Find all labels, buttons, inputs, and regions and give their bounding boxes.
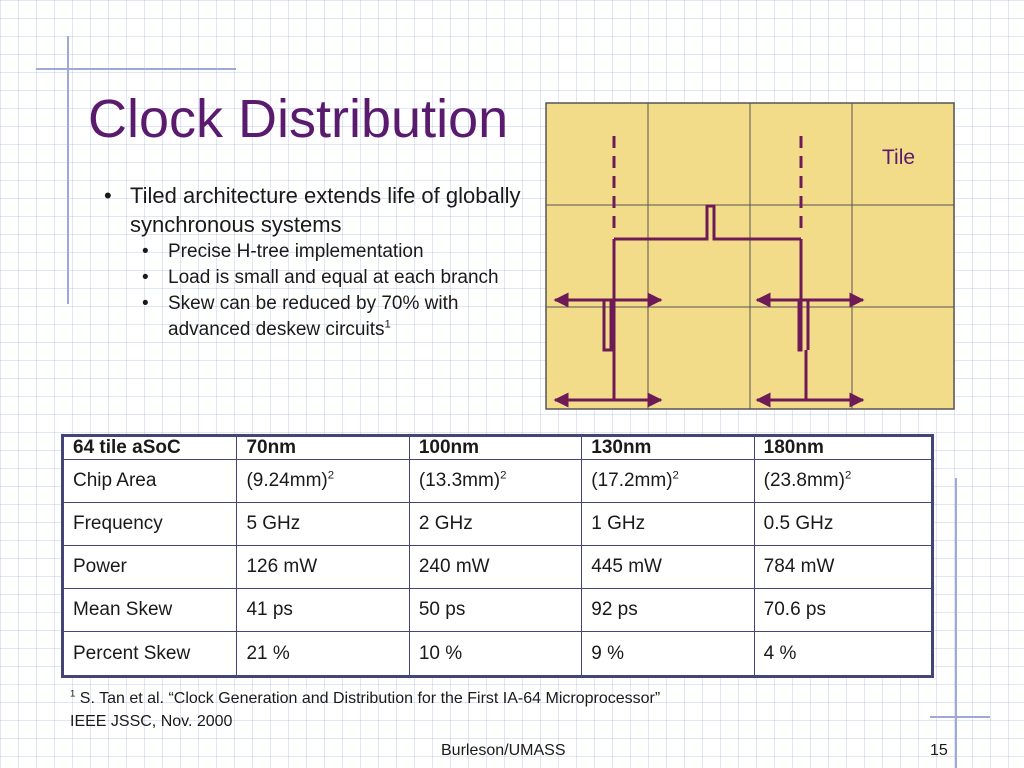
sub-bullet-item: • Precise H-tree implementation [104,239,524,265]
sub-bullet-text: Precise H-tree implementation [168,241,424,262]
bullet-item: • Tiled architecture extends life of glo… [104,181,524,239]
bullet-dot-icon: • [142,241,149,262]
table-row: Power 126 mW 240 mW 445 mW 784 mW [61,545,934,590]
decorative-horizontal-line [930,716,990,718]
table-cell: 9 % [581,631,755,677]
table-cell: 126 mW [236,545,410,590]
h-tree-left-branch [602,239,616,400]
footer-author: Burleson/UMASS [441,742,566,759]
table-header-cell: 70nm [236,435,410,460]
table-cell: 41 ps [236,588,410,633]
table-header-cell: 64 tile aSoC [61,435,238,460]
decorative-vertical-line [67,36,69,304]
table-cell: 784 mW [753,545,934,590]
table-row: Percent Skew 21 % 10 % 9 % 4 % [61,631,934,677]
footnote-marker: 1 [70,688,76,700]
sub-bullet-text: Load is small and equal at each branch [168,267,499,288]
clock-h-tree [553,136,865,408]
table-cell: (9.24mm)2 [236,458,410,504]
table-cell: 10 % [408,631,583,677]
bullet-list: • Tiled architecture extends life of glo… [104,181,524,343]
table-header-cell: 130nm [581,435,755,460]
table-cell: (23.8mm)2 [753,458,934,504]
table-cell: 1 GHz [581,502,755,547]
table-row: Mean Skew 41 ps 50 ps 92 ps 70.6 ps [61,588,934,633]
bullet-dot-icon: • [142,267,149,288]
table-cell: 21 % [236,631,410,677]
sub-bullet-text: Skew can be reduced by 70% with advanced… [168,293,459,340]
slide-title: Clock Distribution [88,89,509,149]
h-tree-top-branch [614,204,801,241]
h-tree-right-branch [797,239,810,400]
footnote-reference: 1 [384,318,391,331]
tile-label: Tile [882,146,915,169]
table-row-label: Mean Skew [61,588,238,633]
bullet-dot-icon: • [104,183,112,208]
table-row: Frequency 5 GHz 2 GHz 1 GHz 0.5 GHz [61,502,934,547]
table-row: Chip Area (9.24mm)2 (13.3mm)2 (17.2mm)2 … [61,458,934,504]
table-header-cell: 180nm [753,435,934,460]
sub-bullet-item: • Load is small and equal at each branch [104,265,524,291]
table-cell: 2 GHz [408,502,583,547]
footnote-line: IEEE JSSC, Nov. 2000 [70,713,233,730]
decorative-vertical-line [955,478,957,768]
table-cell: 4 % [753,631,934,677]
table-cell: 92 ps [581,588,755,633]
table-header-row: 64 tile aSoC 70nm 100nm 130nm 180nm [61,435,934,460]
table-row-label: Frequency [61,502,238,547]
table-cell: 240 mW [408,545,583,590]
table-row-label: Chip Area [61,458,238,504]
h-tree-diagram: Tile [545,102,955,410]
footnote-line: 1 S. Tan et al. “Clock Generation and Di… [70,688,661,707]
table-cell: 0.5 GHz [753,502,934,547]
table-row-label: Percent Skew [61,631,238,677]
table-header-cell: 100nm [408,435,583,460]
table-cell: 50 ps [408,588,583,633]
comparison-table: 64 tile aSoC 70nm 100nm 130nm 180nm Chip… [61,434,934,678]
bullet-text: Tiled architecture extends life of globa… [130,183,521,237]
table-cell: 70.6 ps [753,588,934,633]
table-row-label: Power [61,545,238,590]
slide-number: 15 [930,742,948,759]
table-cell: 445 mW [581,545,755,590]
bullet-dot-icon: • [142,293,149,314]
sub-bullet-item: • Skew can be reduced by 70% with advanc… [104,291,524,343]
table-cell: (17.2mm)2 [581,458,755,504]
decorative-horizontal-line [36,68,236,70]
footnote: 1 S. Tan et al. “Clock Generation and Di… [70,687,660,733]
table-cell: (13.3mm)2 [408,458,583,504]
table-cell: 5 GHz [236,502,410,547]
